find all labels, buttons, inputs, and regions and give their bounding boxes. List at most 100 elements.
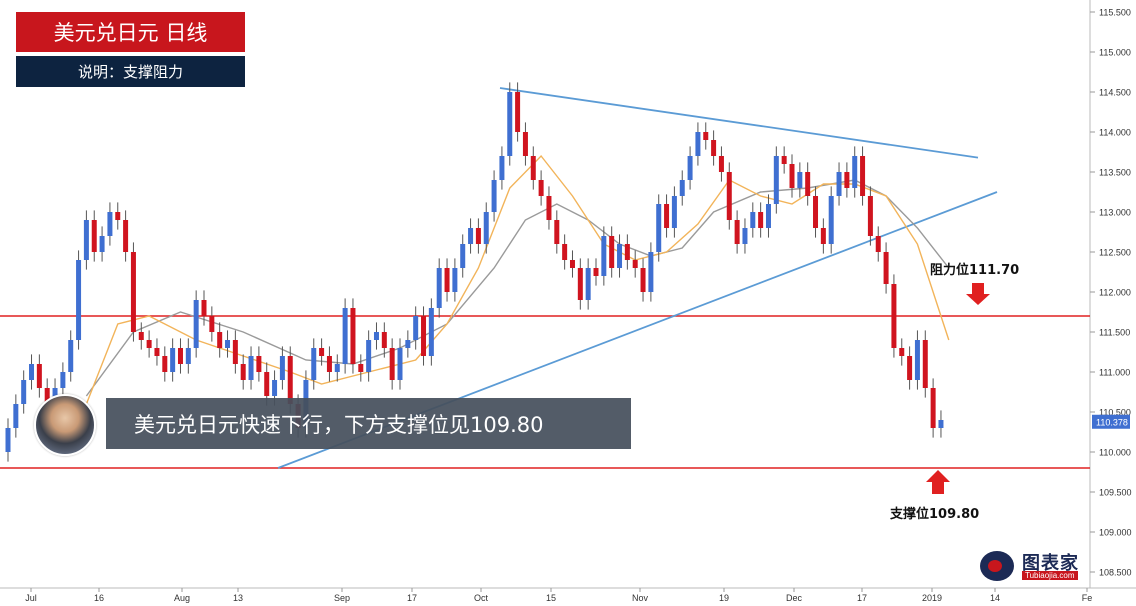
candle-body [773,156,779,204]
candle-body [232,340,238,364]
candle-body [624,244,630,260]
x-tick-label: Sep [334,593,350,603]
y-tick-label: 113.500 [1099,168,1131,178]
candle-body [146,340,152,348]
candle [656,194,662,262]
candle [883,242,889,294]
candle-body [162,356,168,372]
candle-body [899,348,905,356]
candle [115,202,121,230]
y-tick-label: 115.500 [1099,8,1131,18]
candle [99,226,105,262]
candle-body [13,404,19,428]
candle-body [867,196,873,236]
x-tick-label: 2019 [922,593,942,603]
candle [852,146,858,198]
candle [664,194,670,238]
candle-body [632,260,638,268]
candle-body [805,172,811,196]
candle [381,322,387,358]
candle [930,378,936,438]
candle [475,218,481,254]
candle [146,330,152,358]
candle-body [460,244,466,268]
candle-body [468,228,474,244]
candle [21,370,27,414]
candle-body [350,308,356,364]
candle [209,306,215,342]
candle [907,346,913,390]
candle-body [436,268,442,308]
candle [60,362,66,398]
candle [860,146,866,206]
candle [491,170,497,222]
candle [617,234,623,278]
candle [601,226,607,286]
y-tick-label: 110.000 [1099,448,1131,458]
candle-body [930,388,936,428]
candle [130,242,136,342]
x-tick-label: 13 [233,593,243,603]
candle-body [444,268,450,292]
candle-body [201,300,207,316]
candle-body [99,236,105,252]
y-tick-label: 115.000 [1099,48,1131,58]
candle [499,146,505,190]
candle-body [687,156,693,180]
y-tick-label: 112.500 [1099,248,1131,258]
candle [726,162,732,230]
candle-body [272,380,278,396]
x-tick-label: Nov [632,593,649,603]
candle [36,354,42,398]
candle-body [389,348,395,380]
candle-body [193,300,199,348]
candle [687,146,693,190]
candle [577,258,583,310]
candle [29,354,35,390]
candle-body [860,156,866,196]
candle [319,338,325,366]
candle-body [381,332,387,348]
candle-body [914,340,920,380]
y-tick-label: 111.500 [1099,328,1130,338]
candle [554,210,560,254]
candle-body [130,252,136,332]
candle-body [475,228,481,244]
candle [609,226,615,278]
candle [711,130,717,166]
candle [750,202,756,238]
candle [899,338,905,366]
candle-body [413,316,419,340]
x-tick-label: 15 [546,593,556,603]
candle [671,186,677,238]
y-tick-label: 114.000 [1099,128,1131,138]
candle-body [640,268,646,292]
candle [154,338,160,366]
candle-body [311,348,317,380]
candle-body [907,356,913,380]
candle-body [922,340,928,388]
candle-body [515,92,521,132]
candle [742,218,748,254]
y-tick-label: 114.500 [1099,88,1131,98]
x-tick-label: 14 [990,593,1000,603]
candle [326,346,332,382]
candle-body [883,252,889,284]
candle [389,338,395,390]
candle [530,146,536,190]
candle-body [836,172,842,196]
candle-body [695,132,701,156]
candle [185,338,191,374]
x-tick-label: 19 [719,593,729,603]
candle-body [938,420,944,428]
candle [240,354,246,390]
candle [805,162,811,206]
x-tick-label: 17 [407,593,417,603]
candle [428,298,434,366]
candle-body [711,140,717,156]
candle-body [405,340,411,348]
candle [938,410,944,438]
candle [734,210,740,254]
candle [193,290,199,358]
candle [781,146,787,174]
